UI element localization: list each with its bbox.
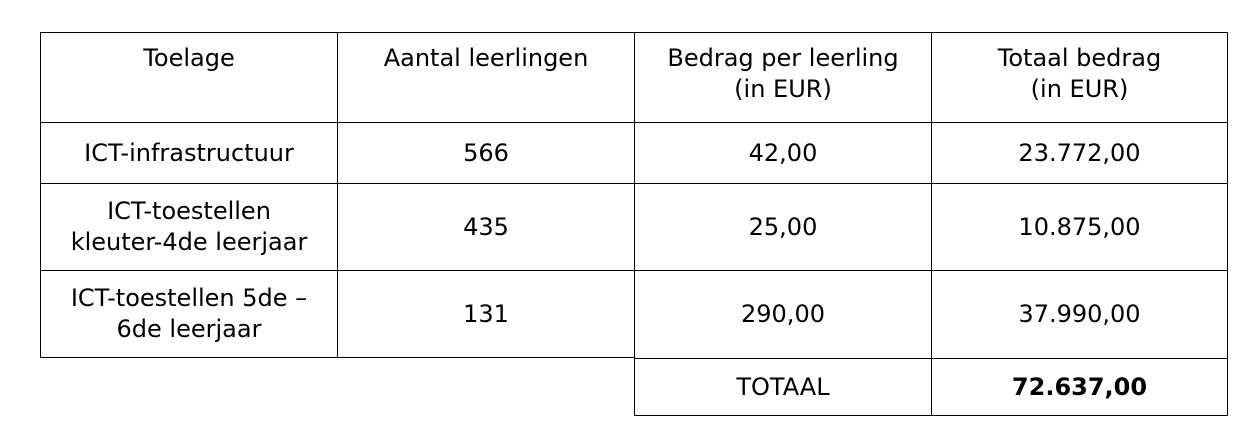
total-label: TOTAAL [736, 372, 830, 401]
row-2-toelage-text: ICT-toestellen kleuter-4de leerjaar [70, 197, 308, 256]
row-2-aantal: 435 [337, 183, 634, 270]
total-label-cell: TOTAAL [634, 358, 931, 416]
row-1-aantal-text: 566 [463, 138, 509, 167]
header-bedrag-per-leerling-text: Bedrag per leerling (in EUR) [667, 44, 899, 103]
row-2-totaal: 10.875,00 [931, 183, 1228, 270]
total-row-spacer-1 [40, 358, 337, 416]
header-toelage: Toelage [40, 32, 337, 122]
row-2-toelage: ICT-toestellen kleuter-4de leerjaar [40, 183, 337, 270]
row-1-toelage-text: ICT-infrastructuur [84, 138, 294, 167]
row-2-bedrag-per-leerling: 25,00 [634, 183, 931, 270]
row-1-toelage: ICT-infrastructuur [40, 122, 337, 183]
header-aantal-leerlingen: Aantal leerlingen [337, 32, 634, 122]
total-row-spacer-2 [337, 358, 634, 416]
row-1-totaal: 23.772,00 [931, 122, 1228, 183]
row-1-bedrag-per-leerling-text: 42,00 [748, 138, 818, 167]
row-3-totaal-text: 37.990,00 [1018, 300, 1141, 328]
header-aantal-leerlingen-text: Aantal leerlingen [383, 44, 589, 72]
total-value-cell: 72.637,00 [931, 358, 1228, 416]
row-3-aantal: 131 [337, 270, 634, 358]
header-totaal-bedrag-text: Totaal bedrag (in EUR) [997, 44, 1162, 103]
row-2-totaal-text: 10.875,00 [1018, 212, 1141, 241]
row-1-aantal: 566 [337, 122, 634, 183]
total-value: 72.637,00 [1011, 372, 1148, 401]
row-3-toelage: ICT-toestellen 5de – 6de leerjaar [40, 270, 337, 358]
row-2-aantal-text: 435 [463, 212, 509, 241]
row-3-aantal-text: 131 [463, 299, 509, 328]
header-totaal-bedrag: Totaal bedrag (in EUR) [931, 32, 1228, 122]
subsidy-table: Toelage Aantal leerlingen Bedrag per lee… [40, 32, 1228, 416]
row-1-totaal-text: 23.772,00 [1018, 138, 1141, 167]
row-3-bedrag-per-leerling: 290,00 [634, 270, 931, 358]
row-1-bedrag-per-leerling: 42,00 [634, 122, 931, 183]
row-2-bedrag-per-leerling-text: 25,00 [748, 212, 818, 241]
header-bedrag-per-leerling: Bedrag per leerling (in EUR) [634, 32, 931, 122]
row-3-totaal: 37.990,00 [931, 270, 1228, 358]
header-toelage-text: Toelage [143, 44, 235, 72]
row-3-bedrag-per-leerling-text: 290,00 [741, 300, 825, 328]
row-3-toelage-text: ICT-toestellen 5de – 6de leerjaar [70, 284, 308, 343]
